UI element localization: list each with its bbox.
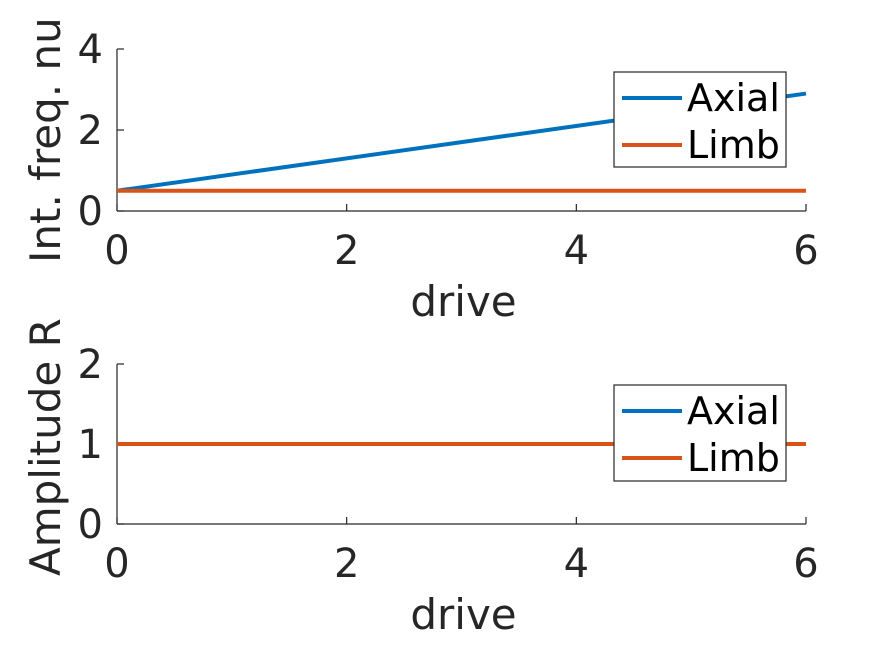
y-axis-title: Int. freq. nu (21, 17, 70, 263)
x-tick-label: 2 (334, 541, 359, 587)
y-tick-label: 0 (78, 502, 103, 548)
legend-label-axial: Axial (687, 389, 780, 433)
y-tick-label: 2 (78, 108, 103, 154)
x-tick-label: 6 (793, 228, 818, 274)
x-tick-label: 4 (564, 228, 589, 274)
y-tick-label: 1 (78, 422, 103, 468)
x-tick-label: 2 (334, 228, 359, 274)
x-axis-title: drive (410, 277, 516, 326)
x-tick-label: 4 (564, 541, 589, 587)
y-tick-label: 4 (78, 27, 103, 73)
y-axis-title: Amplitude R (21, 318, 70, 576)
x-tick-label: 6 (793, 541, 818, 587)
y-tick-label: 2 (78, 342, 103, 388)
x-tick-label: 0 (104, 228, 129, 274)
x-axis-title: drive (410, 590, 516, 639)
x-tick-label: 0 (104, 541, 129, 587)
legend-label-limb: Limb (687, 436, 780, 480)
legend-box (613, 384, 787, 482)
legend-label-limb: Limb (687, 123, 780, 167)
y-tick-label: 0 (78, 189, 103, 235)
legend-box (613, 71, 787, 168)
legend-label-axial: Axial (687, 76, 780, 120)
